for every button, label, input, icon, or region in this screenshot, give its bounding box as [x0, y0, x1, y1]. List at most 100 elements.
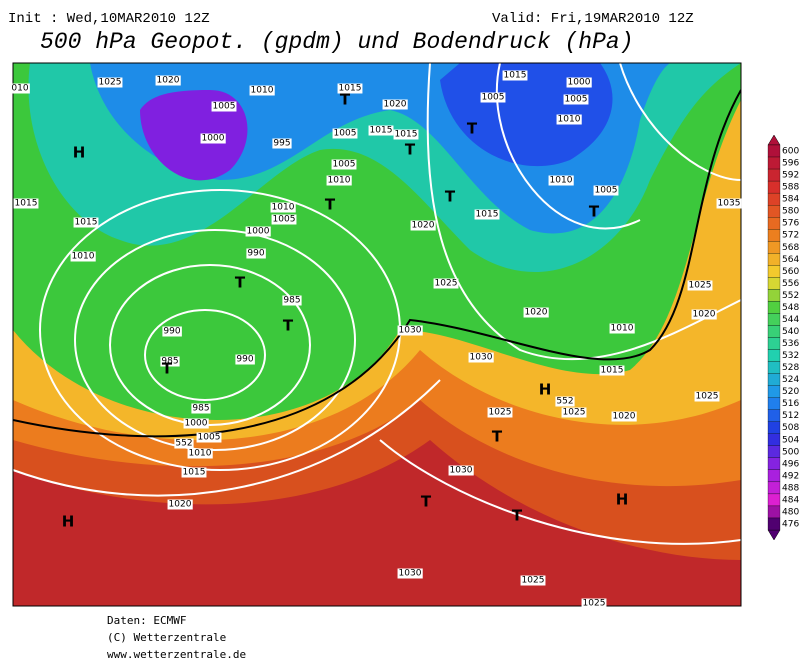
map-frame	[12, 62, 742, 607]
colorbar-label: 580	[782, 207, 799, 217]
isobar-label: 1025	[563, 408, 586, 418]
label-bg	[433, 278, 459, 289]
label-bg	[155, 75, 181, 86]
pressure-center: T	[445, 188, 456, 206]
colorbar-swatch	[767, 493, 781, 507]
label-bg	[160, 356, 180, 367]
colorbar-swatch	[767, 409, 781, 422]
isobar-label: 1005	[198, 433, 221, 443]
isobar-label: 990	[247, 249, 264, 259]
label-bg	[502, 70, 528, 81]
isobar-label: 1015	[75, 218, 98, 228]
label-bg	[468, 352, 494, 363]
init-time: Init : Wed,10MAR2010 12Z	[8, 11, 210, 27]
isobar-label: 1020	[384, 100, 407, 110]
colorbar-label: 536	[782, 339, 799, 349]
isobar-label: 1030	[450, 466, 473, 476]
colorbar-swatch	[767, 289, 781, 302]
label-bg	[10, 83, 30, 94]
label-bg	[593, 185, 619, 196]
label-bg	[183, 418, 209, 429]
label-bg	[70, 251, 96, 262]
colorbar-swatch	[767, 361, 781, 374]
colorbar-swatch	[767, 397, 781, 410]
colorbar-label: 540	[782, 327, 799, 337]
colorbar-label: 484	[782, 495, 799, 505]
label-bg	[397, 325, 423, 336]
colorbar-label: 588	[782, 183, 799, 193]
isobar-label: 1010	[328, 176, 351, 186]
isobar-label: 1005	[334, 129, 357, 139]
label-bg	[581, 598, 607, 609]
map-field	[13, 63, 741, 606]
pressure-center: T	[283, 317, 294, 335]
colorbar-swatch	[767, 445, 781, 458]
isobar-label: 1015	[504, 71, 527, 81]
pressure-center: T	[589, 203, 600, 221]
colorbar-label: 528	[782, 363, 799, 373]
colorbar-swatch	[767, 349, 781, 362]
isobar-label: 1030	[399, 569, 422, 579]
colorbar-label: 556	[782, 279, 799, 289]
isobar-label: 1035	[718, 199, 741, 209]
label-bg	[326, 175, 352, 186]
isobar-label: 1000	[247, 227, 270, 237]
isobar-label: 1015	[476, 210, 499, 220]
isobar-label: 1025	[689, 281, 712, 291]
label-bg	[694, 391, 720, 402]
colorbar-swatch	[767, 373, 781, 386]
label-bg	[566, 77, 592, 88]
label-bg	[270, 202, 296, 213]
isobar-label: 1010	[558, 115, 581, 125]
label-bg	[397, 568, 423, 579]
colorbar-label: 500	[782, 447, 799, 457]
pressure-center: T	[325, 196, 336, 214]
label-bg	[245, 226, 271, 237]
colorbar-swatch	[767, 325, 781, 338]
label-bg	[609, 323, 635, 334]
label-bg	[523, 307, 549, 318]
isobar-label: 1010	[611, 324, 634, 334]
label-bg	[331, 159, 357, 170]
colorbar-swatch	[767, 192, 781, 206]
colorbar-label: 584	[782, 195, 799, 205]
colorbar-label: 596	[782, 159, 799, 169]
colorbar-label: 516	[782, 399, 799, 409]
colorbar-label: 600	[782, 147, 799, 157]
label-bg	[480, 92, 506, 103]
isobar-label: 985	[283, 296, 300, 306]
isobar-label: 1010	[272, 203, 295, 213]
label-bg	[691, 309, 717, 320]
colorbar-swatch	[767, 313, 781, 326]
label-bg	[211, 101, 237, 112]
pressure-center: T	[512, 507, 523, 525]
isobar-label: 1005	[595, 186, 618, 196]
isobar-label: 990	[163, 327, 180, 337]
isobar-label: 1015	[339, 84, 362, 94]
colorbar-label: 592	[782, 171, 799, 181]
colorbar-label: 568	[782, 243, 799, 253]
label-bg	[556, 114, 582, 125]
isobar-label: 1025	[583, 599, 606, 609]
pressure-center: T	[340, 91, 351, 109]
label-bg	[563, 94, 589, 105]
label-bg	[555, 396, 575, 407]
isobar-label: 990	[236, 355, 253, 365]
footer-url: www.wetterzentrale.de	[107, 648, 246, 661]
label-bg	[474, 209, 500, 220]
pressure-center: H	[62, 513, 75, 531]
colorbar-label: 576	[782, 219, 799, 229]
colorbar-swatch	[767, 433, 781, 446]
isobar-label: 1000	[185, 419, 208, 429]
isobar-label: 552	[175, 439, 192, 449]
colorbar-label: 488	[782, 483, 799, 493]
colorbar-swatch	[767, 517, 781, 531]
colorbar-label: 492	[782, 471, 799, 481]
isobar-label: 1015	[15, 199, 38, 209]
colorbar-label: 532	[782, 351, 799, 361]
label-bg	[716, 198, 742, 209]
isobar-label: 1015	[601, 366, 624, 376]
map-title: 500 hPa Geopot. (gpdm) und Bodendruck (h…	[40, 29, 634, 55]
valid-time: Valid: Fri,19MAR2010 12Z	[492, 11, 694, 27]
